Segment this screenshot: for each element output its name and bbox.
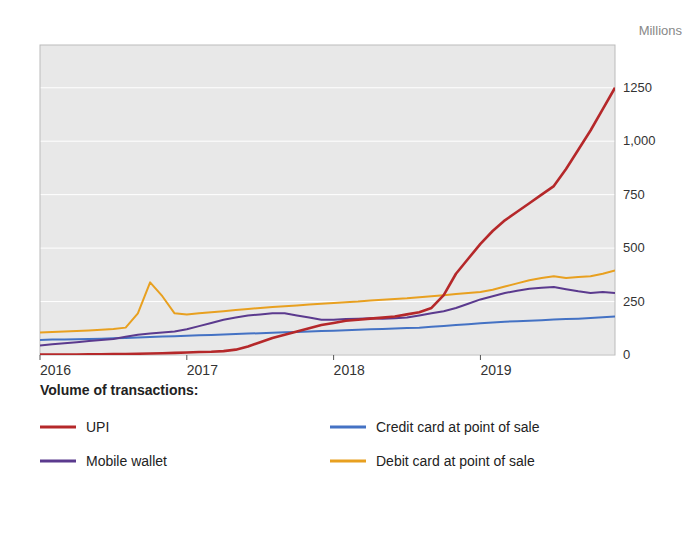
y-tick-label: 250 [623,294,645,309]
series-line [40,88,615,355]
y-tick-label: 1250 [623,80,652,95]
series-line [40,287,615,345]
legend-label: Mobile wallet [86,453,167,469]
legend: Volume of transactions: UPI Mobile wallet C… [40,382,540,469]
plot-background [40,45,615,355]
x-tick [480,355,481,360]
y-grid [40,88,615,355]
x-tick [333,355,334,360]
legend-swatch [40,460,76,463]
y-tick-label: 750 [623,187,645,202]
grid-line [40,248,615,249]
legend-swatch [330,460,366,463]
x-tick-label: 2018 [334,362,365,378]
series-lines [40,88,615,355]
grid-line [40,301,615,302]
legend-swatch [40,426,76,429]
legend-label: Debit card at point of sale [376,453,535,469]
y-tick-label: 1,000 [623,133,656,148]
legend-label: UPI [86,419,109,435]
y-tick-label: 500 [623,240,645,255]
x-tick-label: 2016 [40,362,71,378]
grid-line [40,141,615,142]
x-tick [186,355,187,360]
x-tick-label: 2019 [480,362,511,378]
legend-title: Volume of transactions: [40,382,198,398]
y-axis-label: Millions [639,23,683,38]
legend-swatch [330,426,366,429]
x-tick-label: 2017 [187,362,218,378]
grid-line [40,194,615,195]
y-tick-label: 0 [623,347,630,362]
plot-frame [40,45,615,355]
grid-line [40,87,615,88]
x-tick [40,355,41,360]
legend-label: Credit card at point of sale [376,419,540,435]
